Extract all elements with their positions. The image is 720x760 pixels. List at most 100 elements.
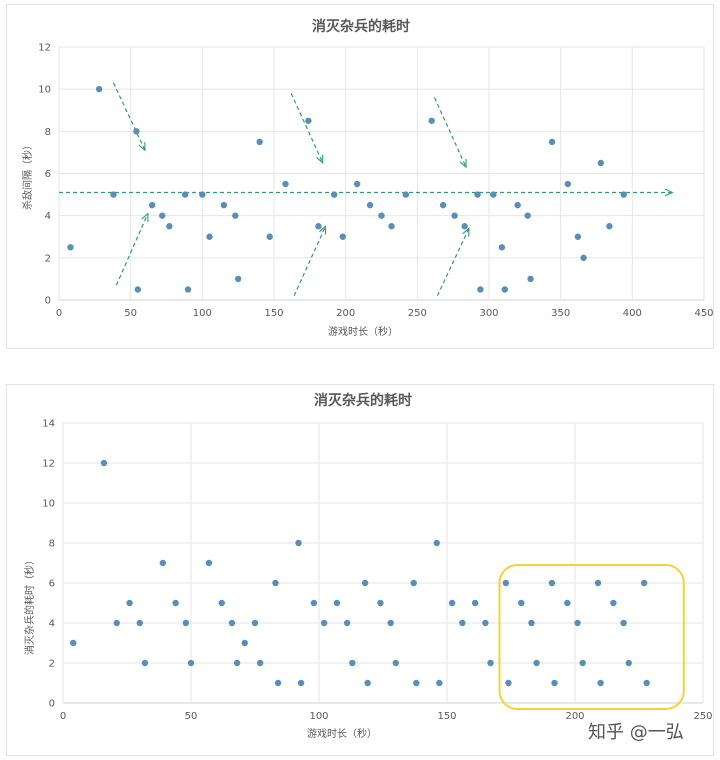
data-point — [533, 659, 540, 667]
data-point — [514, 201, 521, 209]
data-point — [364, 679, 371, 687]
data-point — [282, 180, 289, 188]
data-point — [187, 659, 195, 667]
data-point — [206, 233, 213, 240]
data-point — [234, 275, 242, 283]
data-point — [256, 138, 263, 146]
y-tick-label: 4 — [45, 211, 51, 222]
data-point — [305, 117, 312, 124]
data-point — [461, 223, 468, 230]
data-point — [70, 639, 77, 647]
data-point — [574, 619, 581, 627]
data-point — [181, 191, 189, 198]
data-point — [498, 244, 506, 251]
y-tick-label: 0 — [45, 296, 51, 307]
chart-panel-2: 消灭杂兵的耗时 0 2 4 6 8 10 12 14 0 50 100 150 200 250 游戏时长（… — [6, 384, 714, 756]
data-point — [199, 191, 206, 198]
data-point — [95, 85, 103, 93]
data-point — [310, 599, 318, 607]
chart-title: 消灭杂兵的耗时 — [312, 18, 410, 35]
data-point — [610, 599, 617, 607]
data-point — [378, 212, 385, 219]
data-point — [564, 180, 572, 188]
x-tick-label: 250 — [408, 308, 427, 319]
data-point — [377, 599, 384, 607]
highlight-group — [498, 564, 685, 710]
data-point — [295, 539, 302, 547]
data-point — [349, 659, 356, 667]
point-group — [67, 85, 627, 293]
x-tick-label: 100 — [309, 711, 328, 722]
x-tick-label: 150 — [264, 308, 283, 319]
x-axis-label: 游戏时长（秒） — [328, 325, 398, 338]
data-point — [333, 599, 341, 607]
data-point — [564, 599, 571, 607]
y-axis-label: 杀敌间隔（秒） — [21, 140, 34, 210]
trend-arrow — [112, 82, 145, 150]
data-point — [241, 639, 248, 647]
data-point — [640, 579, 648, 587]
x-tick-label: 50 — [185, 711, 198, 722]
x-tick-label: 200 — [336, 308, 355, 319]
data-point — [387, 619, 394, 627]
data-point — [67, 244, 74, 251]
data-point — [548, 579, 556, 587]
data-point — [501, 286, 508, 293]
x-tick-label: 350 — [551, 308, 570, 319]
chart-panel-1: 消灭杂兵的耗时 0 2 4 6 8 10 12 0 50 100 150 200 250 300 350 40… — [6, 4, 714, 349]
data-point — [482, 619, 489, 627]
y-tick-label: 8 — [45, 127, 51, 138]
data-point — [524, 212, 531, 219]
data-point — [528, 619, 535, 627]
data-point — [471, 599, 479, 607]
y-axis-label: 消灭杂兵的耗时（秒） — [23, 555, 36, 655]
data-point — [113, 619, 120, 627]
data-point — [182, 619, 190, 627]
data-point — [136, 619, 143, 627]
data-point — [331, 191, 338, 198]
tick-group: 0 2 4 6 8 10 12 14 0 50 100 150 200 250 — [42, 419, 712, 723]
trend-arrow — [293, 226, 326, 297]
data-point — [451, 212, 458, 219]
x-axis-label: 游戏时长（秒） — [307, 727, 377, 740]
data-point — [413, 679, 420, 687]
data-point — [220, 201, 228, 209]
data-point — [487, 659, 494, 667]
y-tick-label: 8 — [49, 539, 55, 550]
data-point — [436, 679, 443, 687]
y-tick-label: 6 — [49, 579, 55, 590]
x-tick-label: 0 — [56, 308, 62, 319]
x-tick-label: 400 — [623, 308, 642, 319]
x-tick-label: 150 — [437, 711, 456, 722]
y-tick-label: 4 — [49, 619, 55, 630]
data-point — [579, 659, 586, 667]
data-point — [459, 619, 466, 627]
y-tick-label: 2 — [49, 659, 55, 670]
y-tick-label: 12 — [42, 459, 55, 470]
data-point — [134, 286, 142, 293]
data-point — [274, 679, 282, 687]
trend-arrow — [433, 97, 467, 168]
data-point — [232, 212, 239, 219]
data-point — [361, 579, 369, 587]
grid-group — [58, 46, 705, 301]
data-point — [205, 559, 213, 567]
y-tick-label: 10 — [38, 85, 51, 96]
data-point — [428, 117, 435, 124]
data-point — [392, 659, 399, 667]
data-point — [505, 679, 512, 687]
data-point — [159, 212, 166, 219]
data-point — [597, 159, 604, 167]
data-point — [184, 286, 192, 293]
x-tick-label: 0 — [60, 711, 66, 722]
data-point — [527, 275, 534, 283]
x-tick-label: 200 — [565, 711, 584, 722]
x-tick-label: 50 — [124, 308, 137, 319]
y-tick-label: 14 — [42, 419, 55, 430]
data-point — [272, 579, 279, 587]
data-point — [366, 201, 374, 209]
trend-arrow — [115, 214, 148, 286]
data-point — [597, 679, 604, 687]
trend-arrow — [436, 228, 469, 297]
x-tick-label: 300 — [479, 308, 498, 319]
